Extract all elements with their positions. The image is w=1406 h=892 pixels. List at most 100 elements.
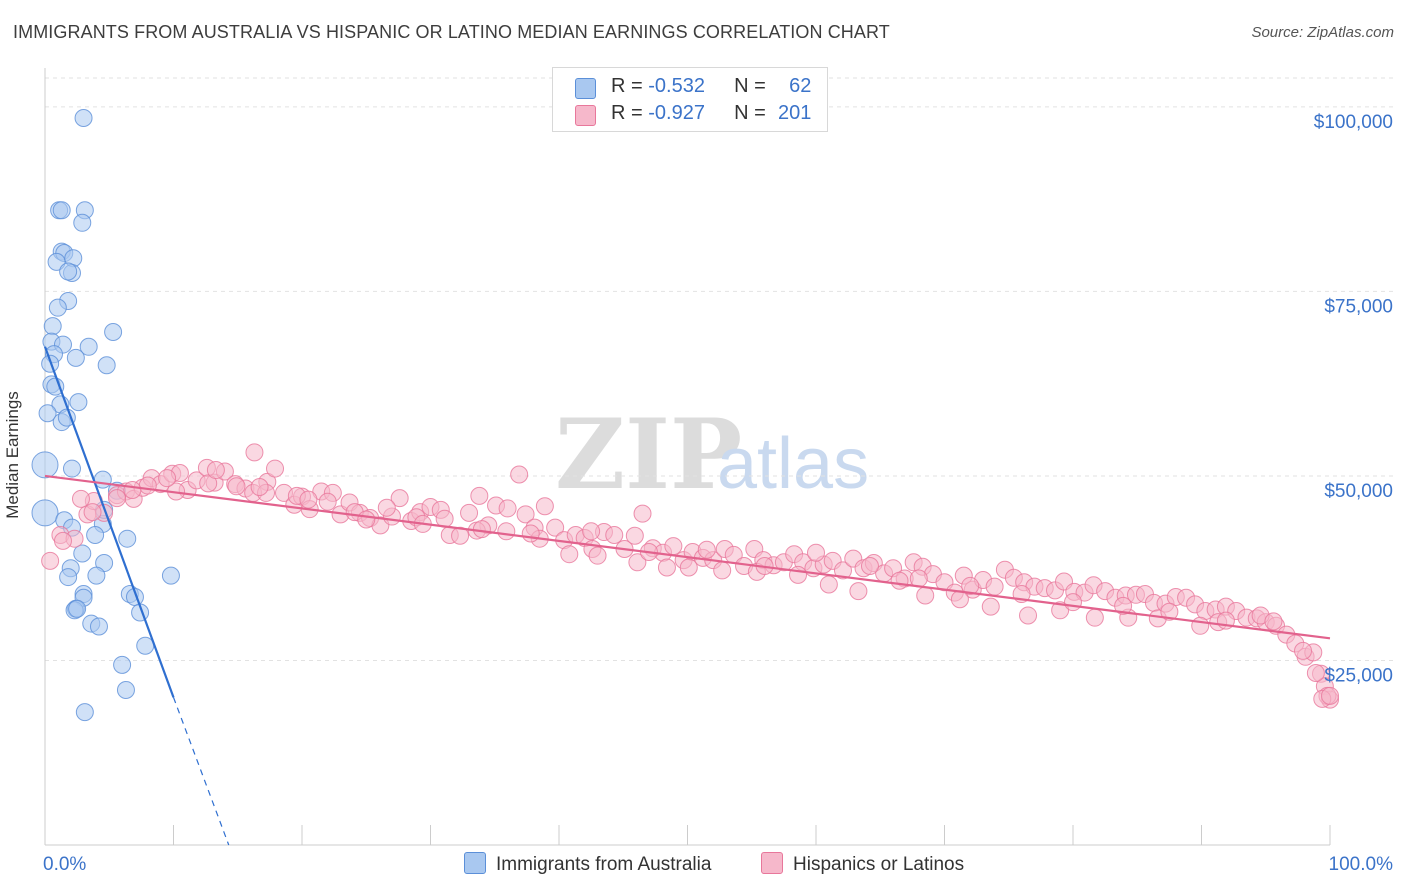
data-point (1085, 608, 1104, 627)
data-point (74, 108, 93, 127)
data-point (833, 561, 852, 580)
data-point (52, 201, 71, 220)
legend-item-hispanic[interactable]: Hispanics or Latinos (761, 852, 964, 876)
data-point (318, 492, 337, 511)
data-point (299, 490, 318, 509)
data-point (916, 586, 935, 605)
data-point (516, 505, 535, 524)
data-point (71, 489, 90, 508)
data-point (1019, 606, 1038, 625)
trend-lines (43, 346, 1331, 846)
data-point (138, 476, 157, 495)
data-point (31, 499, 59, 527)
tick-labels: $25,000 $50,000 $75,000 $100,000 0.0% 100.0% (43, 112, 1393, 875)
data-point (68, 599, 87, 618)
n-label: N = (734, 75, 772, 97)
data-point (113, 655, 132, 674)
data-point (560, 545, 579, 564)
data-point (633, 504, 652, 523)
data-point (69, 393, 88, 412)
data-point (470, 486, 489, 505)
data-point (1264, 612, 1283, 631)
data-point (546, 518, 565, 537)
data-point (582, 522, 601, 541)
data-point (245, 443, 264, 462)
r-value: -0.532 (648, 75, 705, 97)
data-point (521, 524, 540, 543)
data-point (713, 561, 732, 580)
data-point (43, 317, 62, 336)
r-value: -0.927 (648, 102, 705, 124)
legend-swatch-hispanic (761, 852, 783, 874)
stats-text-hispanic: R = -0.927 N = 201 (611, 102, 811, 125)
data-point (789, 565, 808, 584)
legend-swatch-australia (464, 852, 486, 874)
data-point (849, 582, 868, 601)
axes (44, 68, 1331, 846)
data-point (79, 337, 98, 356)
data-point (664, 537, 683, 556)
data-point (1064, 593, 1082, 612)
data-point (66, 348, 85, 367)
data-point (1306, 664, 1325, 683)
x-tick-label: 0.0% (43, 854, 86, 875)
data-point (48, 298, 67, 317)
data-point (451, 526, 470, 545)
data-point (679, 558, 698, 577)
data-point (158, 469, 177, 488)
data-point (73, 544, 92, 563)
data-point (46, 377, 65, 396)
legend-label-australia: Immigrants from Australia (496, 854, 712, 875)
data-point (161, 566, 180, 585)
data-point (377, 498, 396, 517)
data-point (136, 636, 155, 655)
n-value: 62 (789, 75, 812, 97)
data-point (75, 703, 94, 722)
y-tick-label: $75,000 (1324, 296, 1393, 317)
data-point (89, 617, 108, 636)
legend-item-australia[interactable]: Immigrants from Australia (464, 852, 711, 876)
data-point (59, 262, 78, 281)
n-label: N = (734, 102, 772, 124)
data-point (981, 597, 1000, 616)
watermark-atlas: atlas (717, 424, 869, 504)
data-point (116, 681, 135, 699)
data-point (83, 503, 102, 522)
data-point (657, 558, 676, 577)
stats-text-australia: R = -0.532 N = 62 (611, 75, 811, 98)
chart-title: IMMIGRANTS FROM AUSTRALIA VS HISPANIC OR… (13, 22, 890, 42)
data-point (87, 566, 106, 585)
data-point (123, 480, 142, 499)
data-point (985, 577, 1004, 596)
data-point (697, 540, 716, 559)
source-label: Source: ZipAtlas.com (1251, 24, 1394, 41)
y-tick-label: $100,000 (1314, 112, 1393, 133)
data-point (38, 404, 57, 423)
data-point (357, 510, 376, 529)
data-point (199, 474, 218, 493)
swatch-australia (575, 78, 596, 99)
data-point (1051, 601, 1070, 620)
data-point (909, 569, 928, 588)
trend-line-australia-extension (172, 697, 230, 846)
data-point (860, 557, 879, 575)
watermark-zip: ZIP (555, 398, 742, 511)
data-point (1294, 641, 1313, 660)
trend-line-hispanic (44, 474, 1331, 640)
r-label: R = (611, 102, 649, 124)
watermark: ZIP atlas (555, 398, 869, 511)
data-point (104, 323, 123, 342)
data-point (510, 465, 529, 484)
data-point (472, 520, 491, 539)
data-point (1321, 686, 1339, 705)
data-point (73, 213, 92, 232)
n-value: 201 (777, 102, 812, 124)
data-point (605, 526, 624, 544)
stats-legend: R = -0.532 N = 62 R = -0.927 N = 201 (552, 67, 828, 132)
r-label: R = (611, 75, 649, 97)
trend-line-australia (43, 346, 175, 698)
series-legend: Immigrants from Australia Hispanics or L… (0, 852, 1406, 878)
y-tick-label: $50,000 (1324, 481, 1393, 502)
data-point (118, 529, 137, 548)
